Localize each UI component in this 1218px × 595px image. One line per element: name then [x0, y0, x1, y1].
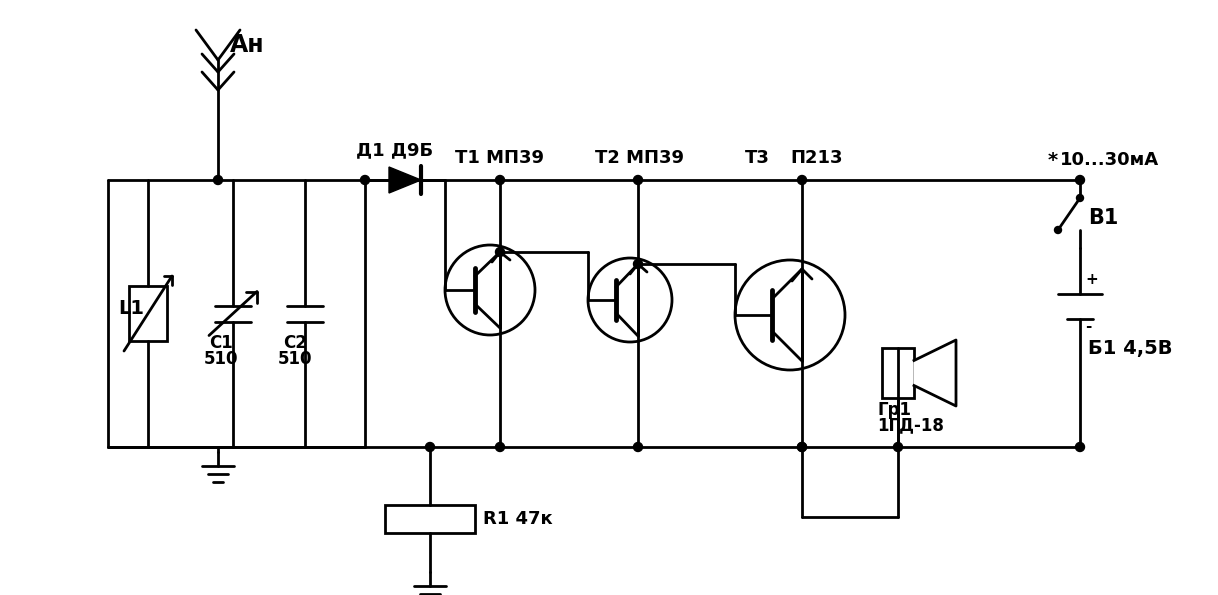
Polygon shape — [389, 167, 421, 193]
Text: L1: L1 — [118, 299, 144, 318]
Circle shape — [425, 443, 435, 452]
Circle shape — [496, 248, 504, 256]
Circle shape — [1055, 227, 1062, 233]
Text: С2: С2 — [283, 334, 307, 352]
Circle shape — [1075, 176, 1084, 184]
Text: Д1 Д9Б: Д1 Д9Б — [357, 141, 434, 159]
Polygon shape — [914, 340, 956, 406]
Text: Ан: Ан — [230, 33, 264, 57]
Circle shape — [1075, 443, 1084, 452]
Text: +: + — [1085, 272, 1097, 287]
Circle shape — [496, 176, 504, 184]
Circle shape — [361, 176, 369, 184]
Circle shape — [894, 443, 903, 452]
Text: Б1 4,5В: Б1 4,5В — [1088, 339, 1173, 358]
Circle shape — [798, 176, 806, 184]
Circle shape — [633, 443, 643, 452]
Text: *: * — [1047, 151, 1058, 170]
Text: Т1 МП39: Т1 МП39 — [456, 149, 544, 167]
Circle shape — [496, 443, 504, 452]
Text: R1 47к: R1 47к — [484, 510, 553, 528]
Bar — [129, 286, 167, 341]
Text: 10...30мА: 10...30мА — [1060, 151, 1160, 169]
Circle shape — [1077, 195, 1084, 202]
Text: Гр1: Гр1 — [877, 401, 911, 419]
Text: П213: П213 — [790, 149, 843, 167]
Circle shape — [213, 176, 223, 184]
Circle shape — [798, 443, 806, 452]
Text: -: - — [1085, 319, 1091, 334]
Circle shape — [633, 176, 643, 184]
Text: В1: В1 — [1088, 208, 1118, 228]
Text: 510: 510 — [278, 350, 312, 368]
Text: Т3: Т3 — [745, 149, 770, 167]
Text: 510: 510 — [203, 350, 239, 368]
Text: С1: С1 — [209, 334, 233, 352]
Circle shape — [633, 259, 643, 268]
Bar — [385, 505, 475, 533]
Circle shape — [798, 443, 806, 452]
Text: Т2 МП39: Т2 МП39 — [596, 149, 685, 167]
Text: 1ГД-18: 1ГД-18 — [877, 416, 944, 434]
Bar — [882, 348, 914, 398]
